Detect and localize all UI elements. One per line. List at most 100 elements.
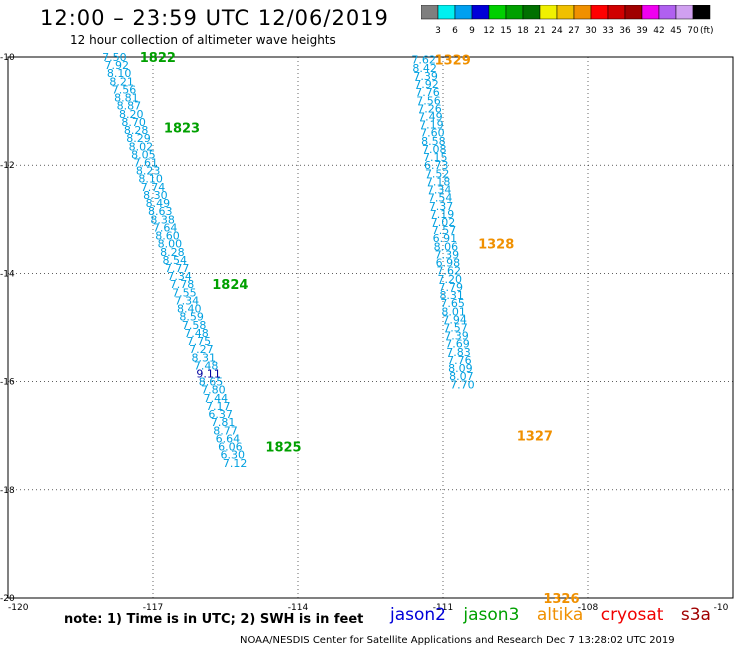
wave-height-value: 7.37 [429,200,454,213]
wave-height-value: 8.29 [126,132,151,145]
lat-tick-label: -18 [0,486,15,496]
scale-tick-label: 39 [636,26,648,36]
wave-height-value: 7.57 [443,322,468,335]
wave-height-value: 7.54 [428,192,453,205]
wave-height-value: 7.76 [447,354,472,367]
wave-height-value: 8.02 [129,140,154,153]
wave-height-value: 8.07 [449,370,474,383]
wave-height-value: 7.83 [446,346,471,359]
scale-tick-label: 70 [687,26,699,36]
pass-time-label: 1825 [265,441,301,456]
wave-height-value: 7.39 [444,330,469,343]
wave-height-value: 7.57 [432,224,457,237]
wave-height-value: 8.59 [179,311,204,324]
wave-height-value: 8.77 [213,424,238,437]
wave-height-value: 6.30 [221,449,246,462]
wave-height-value: 8.21 [109,75,134,88]
wave-height-value: 6.37 [208,408,233,421]
wave-height-value: 7.80 [201,384,226,397]
wave-height-value: 7.94 [442,313,467,326]
lon-tick-label: -108 [578,603,599,613]
wave-height-value: 7.58 [182,319,207,332]
wave-height-value: 8.60 [155,230,180,243]
wave-height-value: 7.69 [445,338,470,351]
wave-height-value: 7.34 [175,294,200,307]
wave-height-value: 7.56 [416,94,441,107]
legend-s3a: s3a [680,605,711,625]
wave-height-value: 8.30 [143,189,168,202]
map-title: 12:00 – 23:59 UTC 12/06/2019 [40,6,389,30]
lon-tick-label: -111 [433,603,453,613]
wave-height-value: 8.42 [412,62,437,75]
legend-jason2: jason2 [390,605,446,625]
wave-height-value: 8.10 [138,173,163,186]
scale-unit-label: (ft) [700,26,714,36]
wave-height-value: 7.74 [141,181,166,194]
scale-tick-label: 12 [483,26,494,36]
wave-height-value: 7.75 [187,335,212,348]
wave-height-value: 8.20 [119,108,144,121]
wave-height-value: 7.65 [440,297,465,310]
wave-height-value: 7.81 [211,416,236,429]
wave-height-value: 6.06 [218,441,243,454]
wave-height-value: 7.49 [418,111,443,124]
wave-height-value: 7.19 [430,208,455,221]
map-frame [7,56,734,599]
wave-height-value: 8.31 [192,351,217,364]
wave-height-value: 8.31 [439,289,464,302]
wave-height-value: 7.18 [426,175,451,188]
color-scale-legend: 3 6 9 12 15 18 21 24 27 30 33 36 39 42 45 70 (ft) [421,5,714,36]
wave-height-value: 8.81 [114,92,139,105]
pass-time-label: 1328 [478,238,514,253]
scale-tick-label: 9 [469,26,475,36]
lat-tick-label: -20 [0,594,15,604]
pass-time-label: 1823 [164,121,200,136]
wave-height-value: 7.15 [423,151,448,164]
wave-height-value: 7.39 [413,70,438,83]
lat-tick-label: -16 [0,378,15,388]
wave-height-value: 7.76 [415,86,440,99]
wave-height-value: 7.55 [172,286,197,299]
map-subtitle: 12 hour collection of altimeter wave hei… [70,33,336,47]
wave-height-value: 7.50 [102,51,127,64]
pass-time-label: 1822 [140,51,176,66]
scale-tick-label: 6 [452,26,458,36]
wave-height-value: 7.60 [420,127,445,140]
wave-height-value: 8.49 [146,197,171,210]
wave-height-value: 8.54 [163,254,188,267]
wave-height-value: 8.00 [158,238,183,251]
scale-swatch [692,5,711,20]
wave-height-value: 7.17 [206,400,231,413]
wave-height-value: 8.10 [107,67,132,80]
scale-tick-label: 18 [517,26,529,36]
wave-height-value: 7.26 [417,102,442,115]
legend-altika: altika [536,605,584,625]
wave-height-value: 8.58 [421,135,446,148]
wave-height-value: 6.64 [216,432,241,445]
wave-height-value: 7.39 [435,248,460,261]
lat-tick-label: -12 [0,161,15,171]
wave-height-value: 7.02 [431,216,456,229]
wave-height-value: 8.09 [448,362,473,375]
wave-height-value: 7.78 [170,278,195,291]
pass-time-label: 1329 [435,54,471,69]
wave-height-value: 7.62 [437,265,462,278]
scale-tick-label: 27 [568,26,579,36]
pass-time-label: 1824 [212,278,248,293]
scale-tick-label: 15 [500,26,511,36]
lat-tick-label: -14 [0,269,15,279]
wave-height-value: 7.08 [422,143,447,156]
wave-height-value: 7.92 [105,59,130,72]
wave-height-value: 8.70 [121,116,146,129]
scale-tick-label: 42 [653,26,664,36]
wave-height-value: 8.28 [160,246,185,259]
satellite-legend: jason2 jason3 altika cryosat s3a [390,605,723,625]
scale-tick-label: 45 [670,26,681,36]
wave-height-value: 7.70 [450,378,475,391]
lon-tick-label: -114 [288,603,309,613]
wave-height-value: 7.12 [223,457,248,470]
wave-height-value: 8.01 [441,305,466,318]
legend-cryosat: cryosat [600,605,664,625]
wave-height-value: 7.52 [425,167,450,180]
